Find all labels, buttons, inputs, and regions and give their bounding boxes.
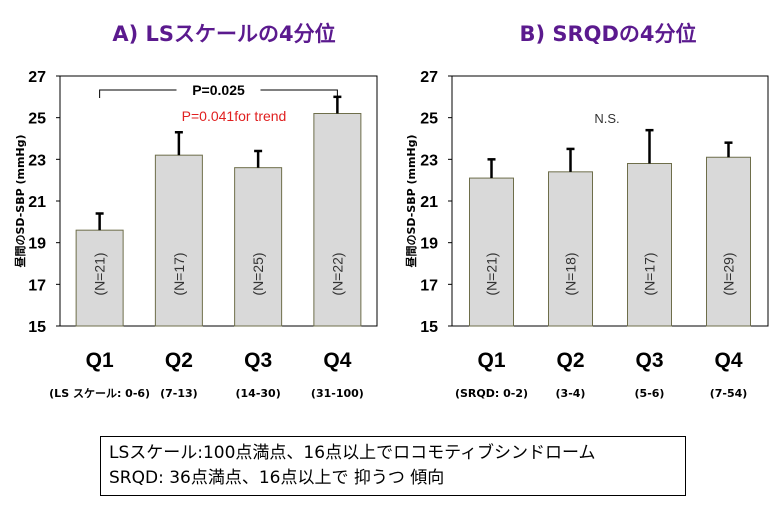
a-n-label: (N=17): [171, 252, 187, 295]
b-ns-label: N.S.: [594, 111, 619, 126]
a-ytick-label: 21: [28, 194, 46, 211]
a-category-sublabel: (7-13): [160, 387, 198, 400]
b-category-sublabel: (5-6): [635, 387, 665, 400]
a-y-axis-label: 昼間のSD-SBP (mmHg): [14, 134, 27, 268]
a-bar-q4: [313, 113, 362, 327]
a-category-label: Q3: [244, 349, 272, 372]
b-n-label: (N=29): [721, 252, 737, 295]
a-ytick-label: 27: [28, 69, 46, 86]
a-n-label: (N=25): [250, 252, 266, 295]
b-ytick-label: 17: [420, 277, 438, 294]
a-bar-q2: [154, 154, 203, 327]
a-bar-q1: [75, 229, 124, 327]
b-category-label: Q1: [477, 349, 505, 372]
b-ytick-label: 21: [420, 194, 438, 211]
a-category-sublabel: (14-30): [236, 387, 281, 400]
a-ytick-label: 15: [28, 319, 46, 336]
b-category-label: Q2: [556, 349, 584, 372]
b-n-label: (N=21): [484, 252, 500, 295]
note-line-1: LSスケール:100点満点、16点以上でロコモティブシンドローム: [109, 443, 596, 463]
b-n-label: (N=18): [563, 252, 579, 295]
b-ytick-label: 27: [420, 69, 438, 86]
b-bar-q4: [706, 156, 751, 327]
b-n-label: (N=17): [642, 252, 658, 295]
a-category-sublabel: (LS スケール: 0-6): [49, 387, 150, 400]
b-category-sublabel: (7-54): [710, 387, 748, 400]
panel-a-title: A) LSスケールの4分位: [112, 22, 335, 46]
a-p-trend-label: P=0.041for trend: [182, 108, 287, 124]
b-category-sublabel: (3-4): [556, 387, 586, 400]
a-n-label: (N=21): [92, 252, 108, 295]
a-ytick-label: 17: [28, 277, 46, 294]
chart-area: A) LSスケールの4分位 15 17 19 21 23 25 27 昼間のSD-SBP (m…: [14, 22, 769, 400]
a-ytick-label: 23: [28, 152, 46, 169]
b-ytick-label: 19: [420, 236, 438, 253]
a-ytick-label: 19: [28, 236, 46, 253]
b-bar-q1: [469, 177, 514, 327]
a-bar-q3: [234, 167, 283, 327]
note-box: LSスケール:100点満点、16点以上でロコモティブシンドローム SRQD: 3…: [100, 436, 686, 496]
b-ytick-label: 23: [420, 152, 438, 169]
b-category-sublabel: (SRQD: 0-2): [455, 387, 528, 400]
a-ytick-label: 25: [28, 111, 46, 128]
note-line-2: SRQD: 36点満点、16点以上で 抑うつ 傾向: [109, 468, 445, 488]
b-category-label: Q4: [714, 349, 742, 372]
a-p-value-label: P=0.025: [192, 82, 245, 98]
panel-b: 15 17 19 21 23 25 27 昼間のSD-SBP (mmHg) (N=21) Q1 (S…: [405, 69, 769, 400]
panel-b-title: B) SRQDの4分位: [519, 22, 696, 46]
panel-a: 15 17 19 21 23 25 27 昼間のSD-SBP (mmHg) (N=21) Q1 (L…: [14, 69, 378, 400]
b-ytick-label: 15: [420, 319, 438, 336]
b-ytick-label: 25: [420, 111, 438, 128]
a-bracket-label-bg: [176, 80, 261, 98]
a-category-sublabel: (31-100): [311, 387, 364, 400]
a-category-label: Q1: [86, 349, 114, 372]
a-category-label: Q4: [323, 349, 351, 372]
b-y-axis-label: 昼間のSD-SBP (mmHg): [405, 134, 418, 268]
a-n-label: (N=22): [329, 252, 345, 295]
b-category-label: Q3: [635, 349, 663, 372]
a-category-label: Q2: [165, 349, 193, 372]
b-bar-q2: [548, 171, 593, 327]
b-bar-q3: [627, 163, 672, 327]
